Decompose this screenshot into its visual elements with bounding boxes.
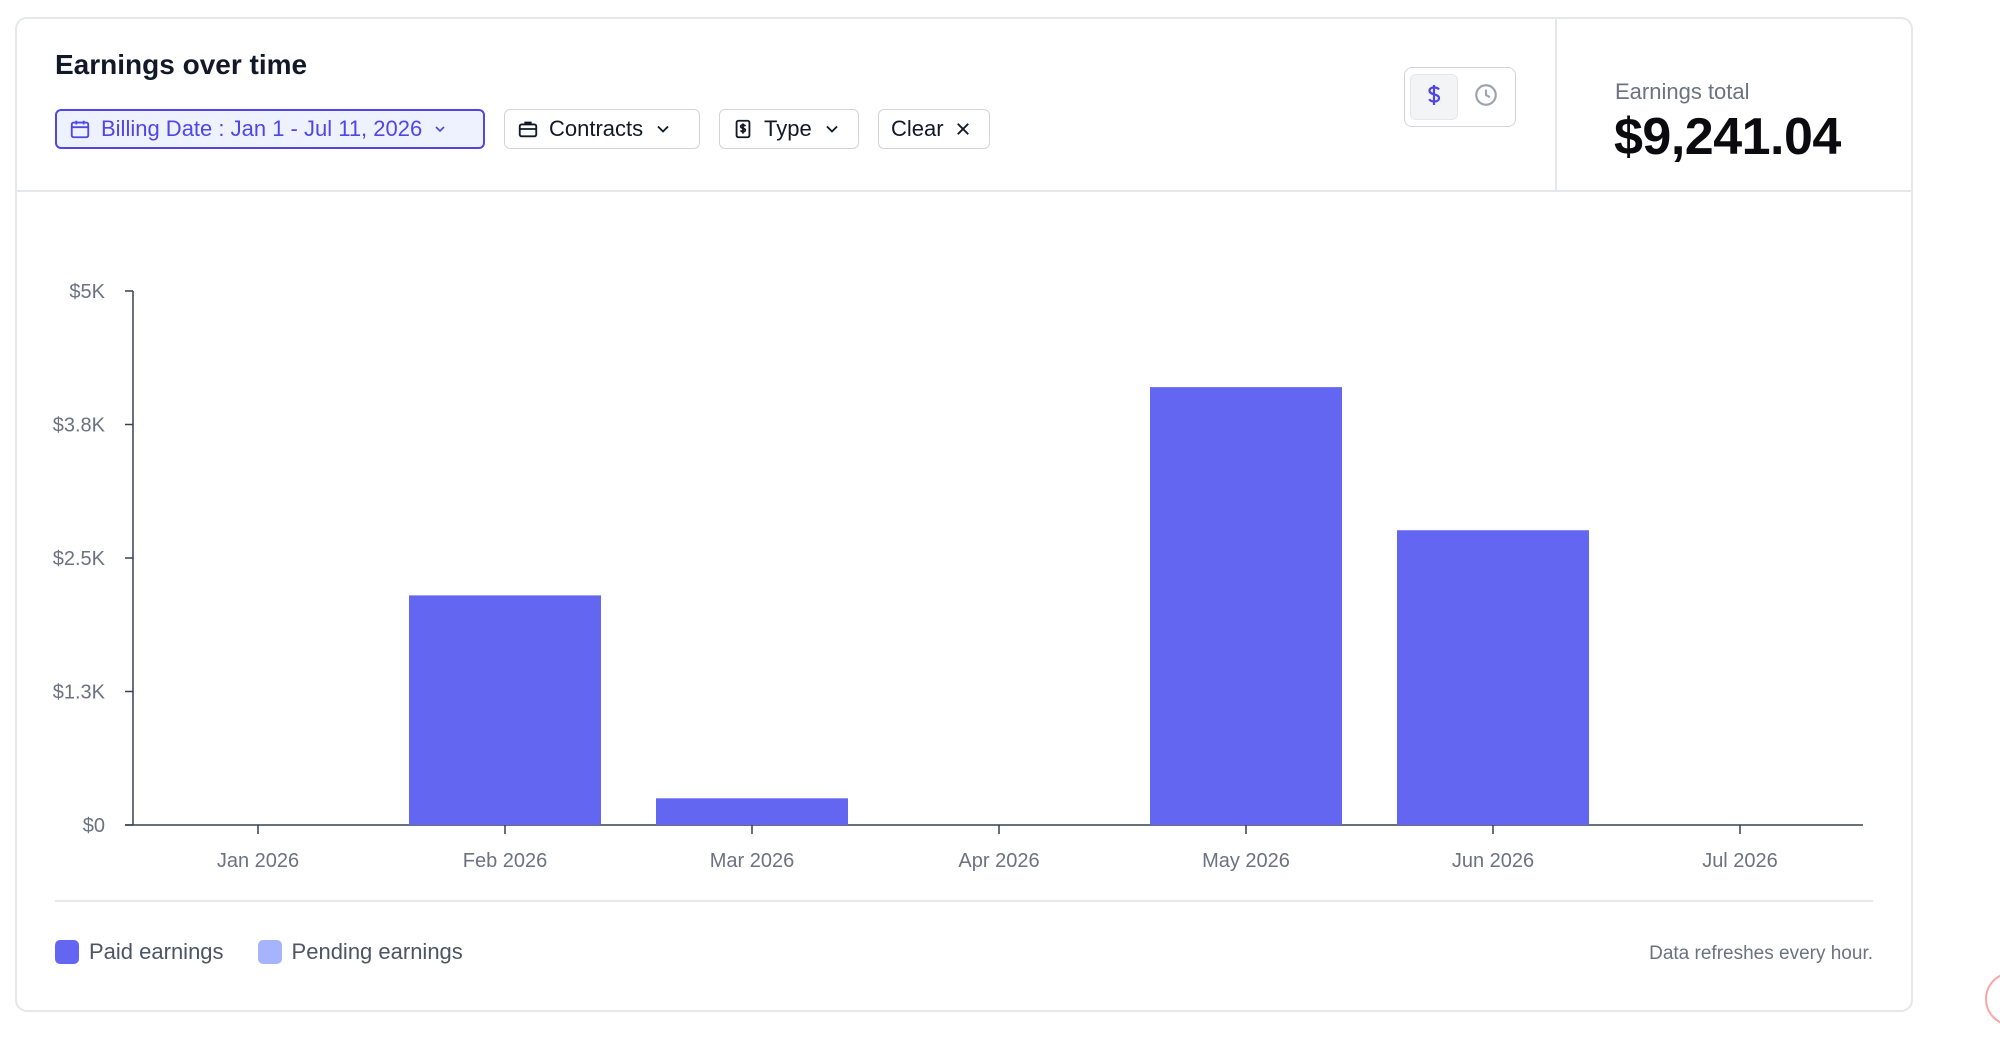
x-tick-label: Feb 2026 — [463, 850, 548, 872]
paid-swatch — [55, 940, 79, 964]
hours-view-button[interactable] — [1462, 74, 1510, 120]
legend-paid-label: Paid earnings — [89, 939, 224, 964]
view-toggle — [1404, 67, 1516, 127]
y-tick-label: $2.5K — [53, 548, 106, 570]
dollar-document-icon — [732, 118, 754, 140]
earnings-view-button[interactable] — [1410, 74, 1458, 120]
clear-label: Clear — [891, 116, 944, 141]
earnings-total-value: $9,241.04 — [1614, 108, 1841, 166]
close-icon — [954, 120, 972, 138]
billing-date-filter[interactable]: Billing Date : Jan 1 - Jul 11, 2026 — [55, 109, 485, 149]
bar-paid — [1150, 387, 1342, 825]
header-divider — [17, 190, 1911, 192]
x-tick-label: Jul 2026 — [1702, 850, 1778, 872]
earnings-card: Earnings over time Billing Date : Jan 1 … — [15, 17, 1913, 1012]
summary-divider — [1555, 19, 1557, 191]
bar-paid — [409, 595, 601, 825]
x-tick-label: Jun 2026 — [1452, 850, 1534, 872]
calendar-icon — [69, 118, 91, 140]
y-tick-label: $1.3K — [53, 682, 106, 704]
chevron-down-icon — [653, 119, 673, 139]
briefcase-icon — [517, 118, 539, 140]
help-widget-button[interactable] — [1985, 972, 2000, 1026]
x-tick-label: May 2026 — [1202, 850, 1290, 872]
bar-paid — [1397, 530, 1589, 825]
legend-pending-label: Pending earnings — [291, 939, 463, 964]
legend-item-pending: Pending earnings — [257, 939, 463, 965]
card-title: Earnings over time — [55, 49, 308, 80]
x-tick-label: Apr 2026 — [958, 850, 1039, 872]
type-label: Type — [764, 116, 812, 141]
refresh-note: Data refreshes every hour. — [1649, 943, 1873, 964]
earnings-total-label: Earnings total — [1615, 79, 1750, 104]
y-tick-label: $0 — [83, 815, 105, 837]
legend-divider — [55, 900, 1873, 902]
earnings-bar-chart: $0 $1.3K $2.5K $3.8K $5K Jan 2026 Feb 2026 Mar … — [53, 281, 1863, 872]
x-tick-label: Jan 2026 — [217, 850, 299, 872]
y-tick-label: $5K — [69, 281, 105, 303]
pending-swatch — [257, 940, 282, 964]
billing-date-label: Billing Date : Jan 1 - Jul 11, 2026 — [101, 116, 423, 141]
x-tick-label: Mar 2026 — [710, 850, 795, 872]
clock-icon — [1473, 82, 1499, 113]
contracts-label: Contracts — [549, 116, 644, 141]
chevron-down-icon — [822, 119, 842, 139]
legend-item-paid: Paid earnings — [55, 939, 224, 965]
chevron-down-icon — [432, 121, 448, 137]
type-filter[interactable]: Type — [719, 109, 859, 149]
dollar-icon — [1422, 82, 1446, 113]
chart-legend: Paid earnings Pending earnings — [55, 939, 463, 965]
clear-filters-button[interactable]: Clear — [878, 109, 990, 149]
bar-paid — [656, 798, 848, 825]
contracts-filter[interactable]: Contracts — [504, 109, 700, 149]
y-tick-label: $3.8K — [53, 415, 106, 437]
